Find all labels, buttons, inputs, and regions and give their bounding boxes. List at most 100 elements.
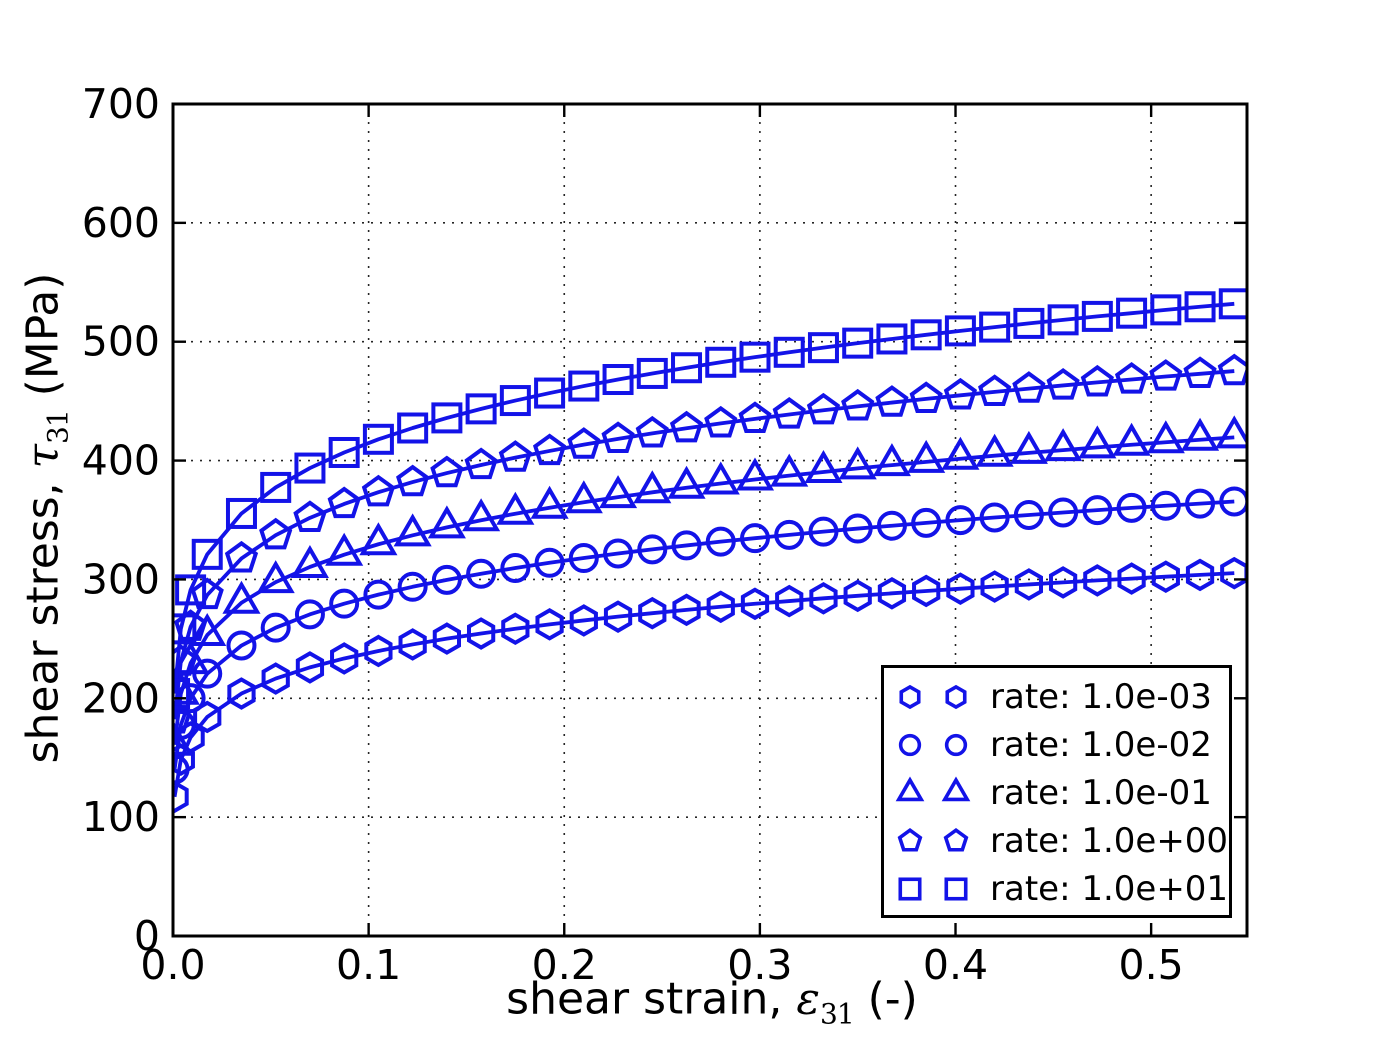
square-marker	[397, 412, 429, 444]
square-marker	[671, 352, 703, 384]
hexagon-marker	[809, 582, 838, 615]
hexagon-marker	[1048, 566, 1078, 599]
hexagon-marker	[980, 570, 1009, 603]
pentagon-marker	[704, 405, 738, 438]
triangle-marker	[427, 505, 466, 539]
series-square	[173, 288, 1247, 710]
pentagon-marker	[259, 517, 293, 550]
pentagon-marker	[806, 392, 841, 425]
circle-marker	[568, 543, 599, 574]
x-tick-label: 0.2	[532, 941, 597, 989]
circle-marker	[911, 507, 942, 538]
pentagon-marker	[1183, 356, 1217, 388]
pentagon-marker	[173, 609, 208, 641]
plot-border	[171, 102, 1249, 938]
triangle-marker	[872, 443, 911, 477]
triangle-marker	[222, 580, 261, 614]
square-marker	[944, 315, 976, 347]
hexagon-marker	[364, 634, 393, 668]
pentagon-marker	[190, 577, 224, 610]
y-tick-label: 500	[82, 318, 160, 366]
triangle-marker	[804, 449, 843, 483]
circle-marker	[705, 526, 736, 557]
circle-marker	[173, 754, 190, 785]
y-tick-label: 400	[82, 437, 160, 485]
hexagon-marker	[945, 684, 967, 710]
square-marker	[876, 323, 908, 355]
triangle-marker	[393, 513, 432, 547]
x-tick-label: 0.3	[727, 941, 792, 989]
series-triangle	[173, 415, 1247, 756]
pentagon-marker	[1149, 359, 1183, 391]
tau-symbol: τ	[17, 444, 69, 469]
square-marker	[328, 436, 360, 468]
pentagon-marker	[361, 474, 396, 507]
series-line-2	[173, 435, 1235, 745]
hexagon-marker	[569, 604, 598, 637]
triangle-marker	[838, 446, 877, 480]
circle-legend-markers	[898, 733, 968, 757]
circle-marker	[979, 502, 1010, 533]
square-marker	[705, 346, 737, 378]
tick-marks	[171, 102, 1247, 938]
triangle-marker	[770, 453, 809, 487]
hexagon-legend-markers	[899, 684, 967, 710]
y-tick-label: 700	[82, 80, 160, 128]
square-marker	[294, 452, 326, 484]
hexagon-marker	[672, 593, 701, 627]
circle-marker	[876, 510, 907, 541]
circle-marker	[945, 505, 976, 536]
legend-label: rate: 1.0e+00	[990, 821, 1229, 861]
circle-marker	[534, 547, 565, 578]
pentagon-marker	[978, 374, 1012, 407]
hexagon-marker	[1014, 568, 1043, 601]
pentagon-marker	[669, 410, 704, 443]
hexagon-marker	[740, 587, 770, 621]
hexagon-marker	[227, 677, 256, 710]
square-marker	[191, 538, 223, 570]
series-hexagon	[173, 556, 1247, 814]
series-line-4	[173, 301, 1235, 694]
circle-marker	[1013, 500, 1044, 531]
circle-marker	[466, 558, 497, 589]
pentagon-marker	[897, 827, 923, 852]
pentagon-marker	[1114, 362, 1149, 394]
pentagon-marker	[224, 540, 259, 573]
circle-marker	[260, 612, 291, 643]
triangle-marker	[941, 776, 971, 802]
hexagon-marker	[261, 662, 290, 695]
square-marker	[465, 393, 497, 425]
triangle-marker	[895, 776, 925, 802]
pentagon-legend-markers	[897, 827, 969, 852]
triangle-marker	[564, 480, 603, 514]
circle-marker	[329, 588, 360, 619]
series-line-3	[173, 369, 1235, 720]
pentagon-marker	[293, 500, 327, 532]
circle-marker	[898, 733, 922, 757]
pentagon-marker	[396, 464, 430, 497]
triangle-marker	[1078, 425, 1117, 459]
y-tick-label: 600	[82, 199, 160, 247]
hexagon-marker	[173, 743, 195, 777]
pentagon-marker	[498, 440, 532, 472]
series-circle	[173, 486, 1247, 785]
circle-marker	[1185, 488, 1216, 519]
tick-labels: 0.0 0.1 0.2 0.3 0.4 0.5 0 100 200 300 400 500 600 700	[82, 80, 1184, 989]
epsilon-symbol: ε	[796, 973, 821, 1025]
triangle-marker	[735, 457, 775, 491]
series-pentagon	[173, 353, 1247, 734]
legend-label: rate: 1.0e+01	[990, 869, 1229, 909]
pentagon-marker	[173, 701, 192, 734]
pentagon-marker	[601, 421, 635, 453]
pentagon-marker	[909, 381, 943, 414]
legend-item: rate: 1.0e-01	[884, 769, 1229, 817]
hexagon-marker	[899, 684, 921, 710]
y-axis-label: shear stress, τ31 (MPa)	[18, 273, 75, 764]
legend-item: rate: 1.0e+01	[884, 865, 1229, 913]
triangle-marker	[325, 532, 364, 566]
triangle-marker	[1009, 430, 1048, 464]
square-marker	[1218, 288, 1247, 320]
pentagon-marker	[943, 377, 978, 410]
square-marker	[431, 402, 463, 434]
circle-marker	[363, 579, 394, 610]
